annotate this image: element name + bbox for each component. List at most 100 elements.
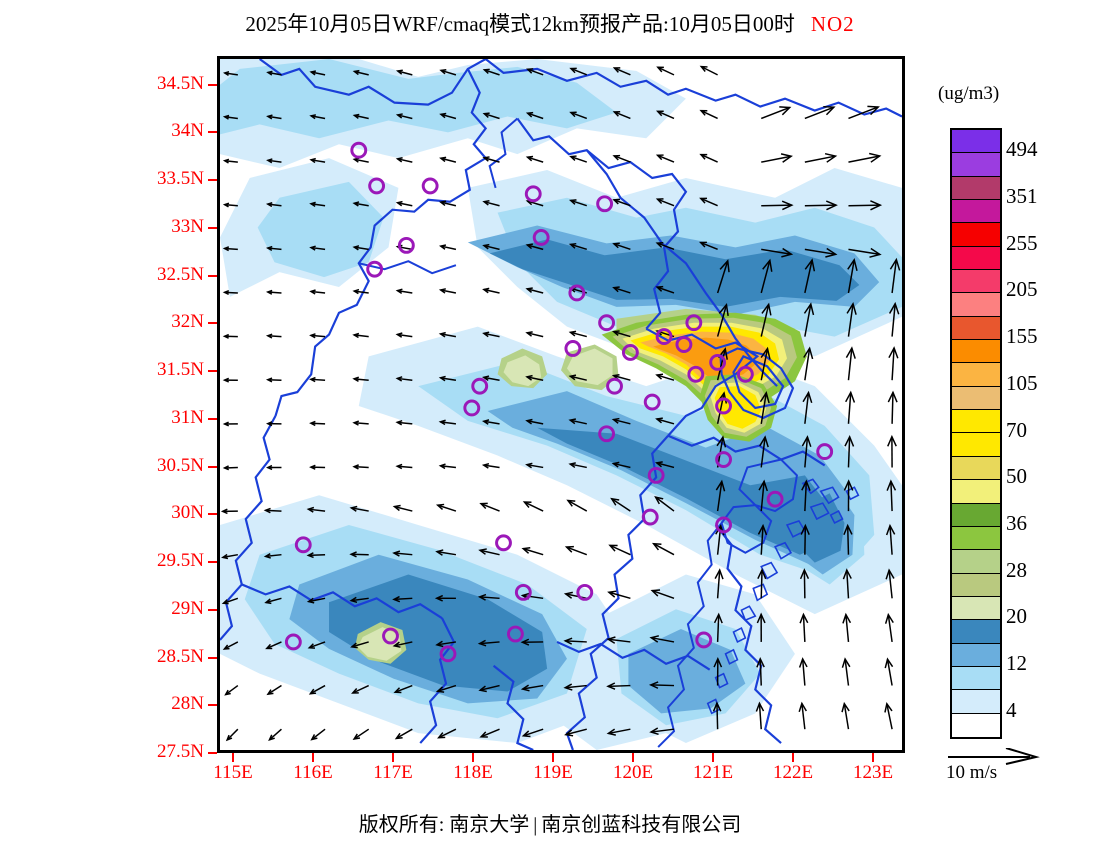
wind-vector-head [309, 420, 316, 427]
wind-vector-head [756, 656, 765, 668]
wind-vector-shaft [760, 569, 763, 599]
wind-vector-shaft [844, 658, 850, 686]
wind-vector-shaft [760, 304, 770, 337]
wind-vector-shaft [483, 376, 500, 381]
wind-vector-shaft [889, 525, 893, 555]
wind-vector-shaft [570, 155, 588, 163]
wind-vector-head [395, 113, 403, 119]
colorbar-tick-label: 20 [1006, 604, 1027, 629]
wind-vector-shaft [267, 684, 282, 695]
wind-vector-head [719, 259, 730, 273]
wind-vector-shaft [656, 242, 675, 251]
wind-vector-head [801, 435, 812, 447]
wind-vector-shaft [437, 504, 457, 512]
wind-vector-head [307, 643, 316, 649]
wind-vector-head [801, 479, 811, 491]
wind-vector-head [716, 435, 727, 448]
wind-vector-shaft [395, 728, 413, 740]
wind-vector-head [610, 497, 620, 506]
wind-vector-head [434, 594, 444, 602]
wind-vector-head [521, 730, 531, 738]
wind-vector-shaft [656, 418, 675, 425]
wind-vector-head [264, 598, 272, 605]
lat-tick-label: 30N [171, 502, 204, 524]
wind-vector-shaft [267, 335, 282, 338]
colorbar-tick-label: 155 [1006, 324, 1038, 349]
wind-vector-head [888, 346, 899, 359]
wind-vector-shaft [440, 157, 457, 163]
wind-vector-head [482, 112, 490, 118]
wind-vector-head [438, 419, 446, 426]
wind-vector-shaft [657, 66, 675, 76]
wind-vector-head [435, 640, 444, 648]
lat-tick-label: 33.5N [157, 168, 204, 190]
wind-vector-head [222, 289, 230, 296]
wind-vector-shaft [483, 420, 500, 425]
wind-vector-head [222, 644, 230, 650]
wind-vector-head [482, 156, 490, 162]
wind-vector-shaft [657, 154, 675, 163]
wind-vector-head [393, 687, 402, 694]
wind-vector-head [568, 374, 577, 381]
wind-vector-shaft [891, 303, 896, 337]
colorbar-cell [952, 223, 1000, 247]
colorbar-cell [952, 246, 1000, 271]
wind-vector-shaft [845, 614, 850, 643]
wind-vector-shaft [613, 330, 631, 338]
wind-vector-head [756, 612, 766, 624]
wind-vector-head [309, 201, 316, 207]
wind-vector-head [525, 462, 533, 469]
wind-vector-head [843, 479, 854, 491]
wind-vector-shaft [224, 116, 238, 120]
wind-vector-shaft [890, 481, 893, 512]
wind-vector-head [699, 197, 708, 204]
wind-vector-head [889, 257, 901, 271]
wind-vector-shaft [265, 509, 282, 512]
wind-vector-head [525, 418, 533, 425]
wind-vector-shaft [888, 570, 893, 599]
wind-vector-shaft [846, 525, 850, 555]
province-borders [220, 59, 902, 750]
wind-vector-shaft [526, 376, 544, 381]
wind-vector-shaft [804, 204, 837, 207]
wind-vector-head [568, 242, 577, 249]
wind-vector-shaft [397, 377, 413, 381]
wind-vector-shaft [225, 684, 239, 696]
wind-vector-shaft [613, 374, 631, 381]
wind-vector-head [713, 612, 723, 624]
wind-vector-shaft [224, 247, 238, 251]
wind-vector-head [309, 376, 316, 383]
wind-vector-shaft [566, 546, 588, 556]
wind-vector-head [395, 288, 403, 294]
wind-vector-head [394, 732, 403, 740]
map-plot-frame[interactable] [217, 56, 905, 753]
wind-vector-shaft [222, 553, 238, 559]
wind-vector-head [479, 502, 488, 510]
wind-vector-shaft [613, 243, 631, 251]
wind-vector-shaft [310, 115, 326, 120]
wind-vector-shaft [354, 158, 369, 163]
wind-vector-shaft [524, 501, 544, 512]
wind-vector-shaft [570, 67, 588, 76]
wind-vector-head [568, 199, 577, 205]
lat-tick-label: 34.5N [157, 72, 204, 94]
wind-vector-shaft [351, 641, 369, 648]
wind-vector-head [349, 596, 358, 603]
wind-vector-shaft [608, 728, 631, 735]
wind-vector-head [438, 463, 446, 470]
wind-vector-head [825, 200, 838, 211]
wind-vector-head [392, 550, 401, 557]
wind-vector-head [845, 346, 856, 359]
colorbar[interactable] [950, 128, 1002, 739]
wind-vector-head [715, 479, 726, 492]
wind-vector-shaft [268, 728, 282, 741]
wind-vector-shaft [653, 543, 675, 556]
wind-vector-shaft [570, 419, 587, 425]
wind-vector-head [606, 636, 616, 644]
map-canvas[interactable] [220, 59, 902, 750]
wind-vector-head [309, 333, 316, 339]
lat-tick-mark [208, 704, 217, 707]
wind-vector-shaft [716, 570, 721, 599]
wind-vector-head [395, 157, 403, 163]
colorbar-cell [952, 503, 1000, 527]
